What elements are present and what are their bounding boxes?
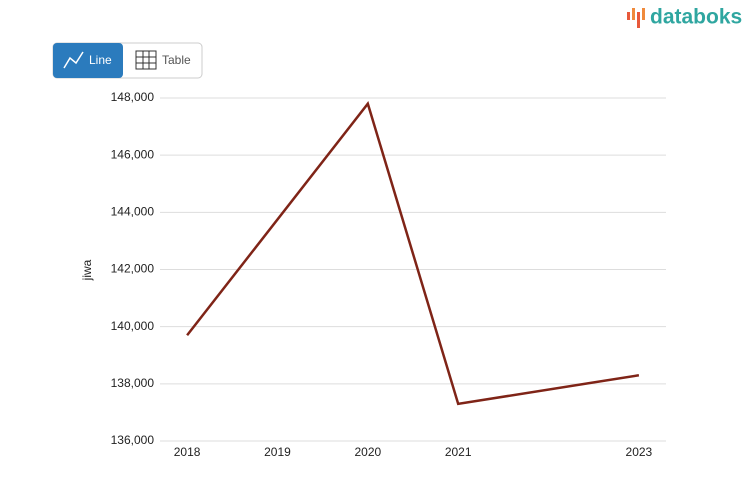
- x-tick-label: 2020: [354, 445, 381, 459]
- table-icon-lines: [136, 51, 156, 69]
- y-tick-label: 138,000: [111, 376, 155, 390]
- y-tick-label: 144,000: [111, 205, 155, 219]
- line-icon: [63, 51, 84, 69]
- y-tick-label: 142,000: [111, 262, 155, 276]
- x-tick-label: 2021: [445, 445, 472, 459]
- logo-bar: [627, 12, 630, 20]
- brand: databoks: [650, 6, 742, 29]
- logo-bar: [637, 12, 640, 28]
- y-tick-label: 136,000: [111, 433, 155, 447]
- line-button-label[interactable]: Line: [89, 53, 112, 67]
- y-tick-label: 140,000: [111, 319, 155, 333]
- line-button[interactable]: [53, 43, 123, 78]
- logo-bar: [642, 8, 645, 20]
- logo: databoks: [627, 6, 742, 29]
- x-tick-label: 2018: [174, 445, 201, 459]
- table-button-label[interactable]: Table: [162, 53, 191, 67]
- y-tick-label: 146,000: [111, 147, 155, 161]
- x-tick-label: 2019: [264, 445, 291, 459]
- x-tick-label: 2023: [626, 445, 653, 459]
- line: [186, 101, 640, 406]
- logo-bar: [632, 8, 635, 20]
- table-icon: [135, 50, 157, 70]
- y-axis-label: jiwa: [80, 259, 94, 281]
- y-tick-label: 148,000: [111, 90, 155, 104]
